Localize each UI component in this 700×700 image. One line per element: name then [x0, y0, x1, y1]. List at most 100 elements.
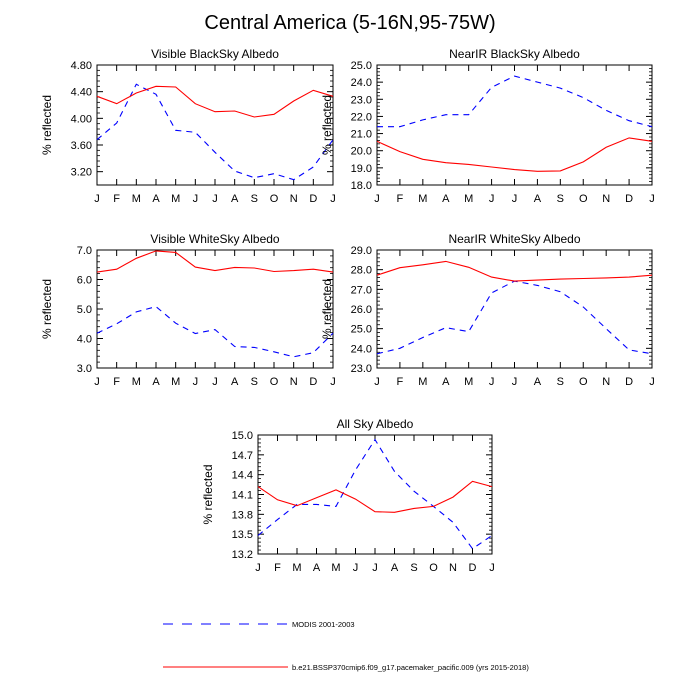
chart1-series-model-line: [96, 85, 334, 118]
chart5-ytick-label: 13.8: [232, 509, 253, 521]
chart3-xtick-label: M: [171, 376, 180, 388]
chart2-ytick-label: 20.0: [351, 146, 372, 158]
legend-label-modis: MODIS 2001-2003: [292, 620, 355, 629]
chart5-title: All Sky Albedo: [337, 417, 414, 431]
chart3-xtick-label: A: [152, 376, 160, 388]
chart5-xtick-label: J: [372, 562, 378, 574]
chart4-title: NearIR WhiteSky Albedo: [448, 232, 580, 246]
chart2-ytick-label: 18.0: [351, 180, 372, 192]
chart1-xtick-label: S: [251, 193, 258, 205]
chart1-xtick-label: J: [94, 193, 100, 205]
chart3-xtick-label: M: [132, 376, 141, 388]
chart5-xtick-label: M: [292, 562, 301, 574]
chart2-ytick-label: 22.0: [351, 111, 372, 123]
chart2-xtick-label: J: [374, 193, 380, 205]
chart2-ytick-label: 24.0: [351, 77, 372, 89]
chart5-xtick-label: D: [469, 562, 477, 574]
chart4-xtick-label: D: [625, 376, 633, 388]
chart3-xtick-label: J: [212, 376, 218, 388]
legend-label-model: b.e21.BSSP370cmip6.f09_g17.pacemaker_pac…: [292, 663, 529, 672]
chart3-xtick-label: A: [231, 376, 239, 388]
chart1-xtick-label: O: [270, 193, 279, 205]
chart4-plot-frame: [376, 249, 653, 369]
chart4-ytick-label: 29.0: [351, 245, 372, 257]
chart2-xtick-label: J: [512, 193, 518, 205]
chart4-xtick-label: F: [397, 376, 404, 388]
chart5-ytick-label: 14.1: [232, 490, 253, 502]
chart4-xtick-label: N: [602, 376, 610, 388]
chart5-ylabel: % reflected: [201, 464, 215, 524]
chart3-ytick-label: 7.0: [77, 245, 92, 257]
chart2-ytick-label: 23.0: [351, 94, 372, 106]
chart3-series-modis-line: [96, 305, 334, 358]
chart2-ytick-label: 21.0: [351, 129, 372, 141]
chart4-ytick-label: 25.0: [351, 324, 372, 336]
chart3-ytick-label: 5.0: [77, 304, 92, 316]
chart3-xtick-label: S: [251, 376, 258, 388]
chart5-ytick-label: 14.4: [232, 470, 253, 482]
chart2-xtick-label: A: [534, 193, 542, 205]
chart1-xtick-label: M: [132, 193, 141, 205]
chart1-xtick-label: J: [212, 193, 218, 205]
chart3-series-model-line: [96, 250, 334, 273]
chart1-title: Visible BlackSky Albedo: [151, 47, 279, 61]
chart1-plot-frame: [96, 64, 334, 186]
chart2-series-model-line: [376, 137, 653, 172]
chart4-series-model-line: [376, 260, 653, 282]
chart5-xtick-label: A: [313, 562, 321, 574]
chart1-xtick-label: J: [330, 193, 336, 205]
chart1-ytick-label: 4.80: [71, 60, 92, 72]
chart3-ytick-label: 3.0: [77, 363, 92, 375]
chart5-ytick-label: 13.5: [232, 529, 253, 541]
chart2-xtick-label: J: [649, 193, 655, 205]
chart2-ytick-label: 19.0: [351, 163, 372, 175]
chart4-ytick-label: 27.0: [351, 284, 372, 296]
chart4-ytick-label: 24.0: [351, 343, 372, 355]
chart5-xtick-label: J: [489, 562, 495, 574]
chart2-xtick-label: N: [602, 193, 610, 205]
chart1-xtick-label: A: [231, 193, 239, 205]
chart5-xtick-label: J: [255, 562, 261, 574]
chart5-ytick-label: 13.2: [232, 549, 253, 561]
chart4-xtick-label: J: [489, 376, 495, 388]
chart5-ytick-label: 14.7: [232, 450, 253, 462]
chart2-title: NearIR BlackSky Albedo: [449, 47, 580, 61]
chart1-xtick-label: M: [171, 193, 180, 205]
chart1-ylabel: % reflected: [40, 95, 54, 155]
chart5-xtick-label: M: [331, 562, 340, 574]
chart2-ytick-label: 25.0: [351, 60, 372, 72]
chart5-series-model-line: [257, 480, 493, 513]
chart4-xtick-label: S: [557, 376, 564, 388]
chart2-xtick-label: O: [579, 193, 588, 205]
chart3-xtick-label: N: [290, 376, 298, 388]
chart1-xtick-label: D: [309, 193, 317, 205]
chart5-xtick-label: O: [429, 562, 438, 574]
chart5-xtick-label: S: [410, 562, 417, 574]
chart4-xtick-label: M: [464, 376, 473, 388]
chart5-xtick-label: J: [353, 562, 359, 574]
chart1-xtick-label: A: [152, 193, 160, 205]
chart3-xtick-label: J: [193, 376, 199, 388]
chart4-xtick-label: J: [649, 376, 655, 388]
chart4-xtick-label: A: [442, 376, 450, 388]
chart4-series-modis-line: [376, 280, 653, 355]
chart1-xtick-label: F: [113, 193, 120, 205]
chart4-ylabel: % reflected: [320, 279, 334, 339]
chart2-ylabel: % reflected: [320, 95, 334, 155]
chart2-xtick-label: D: [625, 193, 633, 205]
chart4-xtick-label: J: [374, 376, 380, 388]
chart5-xtick-label: A: [391, 562, 399, 574]
chart2-xtick-label: A: [442, 193, 450, 205]
chart4-ytick-label: 28.0: [351, 265, 372, 277]
chart1-series-modis-line: [96, 83, 334, 181]
chart3-xtick-label: J: [330, 376, 336, 388]
chart1-ytick-label: 3.60: [71, 140, 92, 152]
chart3-title: Visible WhiteSky Albedo: [150, 232, 280, 246]
chart1-ytick-label: 3.20: [71, 167, 92, 179]
chart4-ytick-label: 23.0: [351, 363, 372, 375]
chart1-xtick-label: J: [193, 193, 199, 205]
chart3-xtick-label: J: [94, 376, 100, 388]
chart5-xtick-label: F: [274, 562, 281, 574]
chart3-xtick-label: D: [309, 376, 317, 388]
